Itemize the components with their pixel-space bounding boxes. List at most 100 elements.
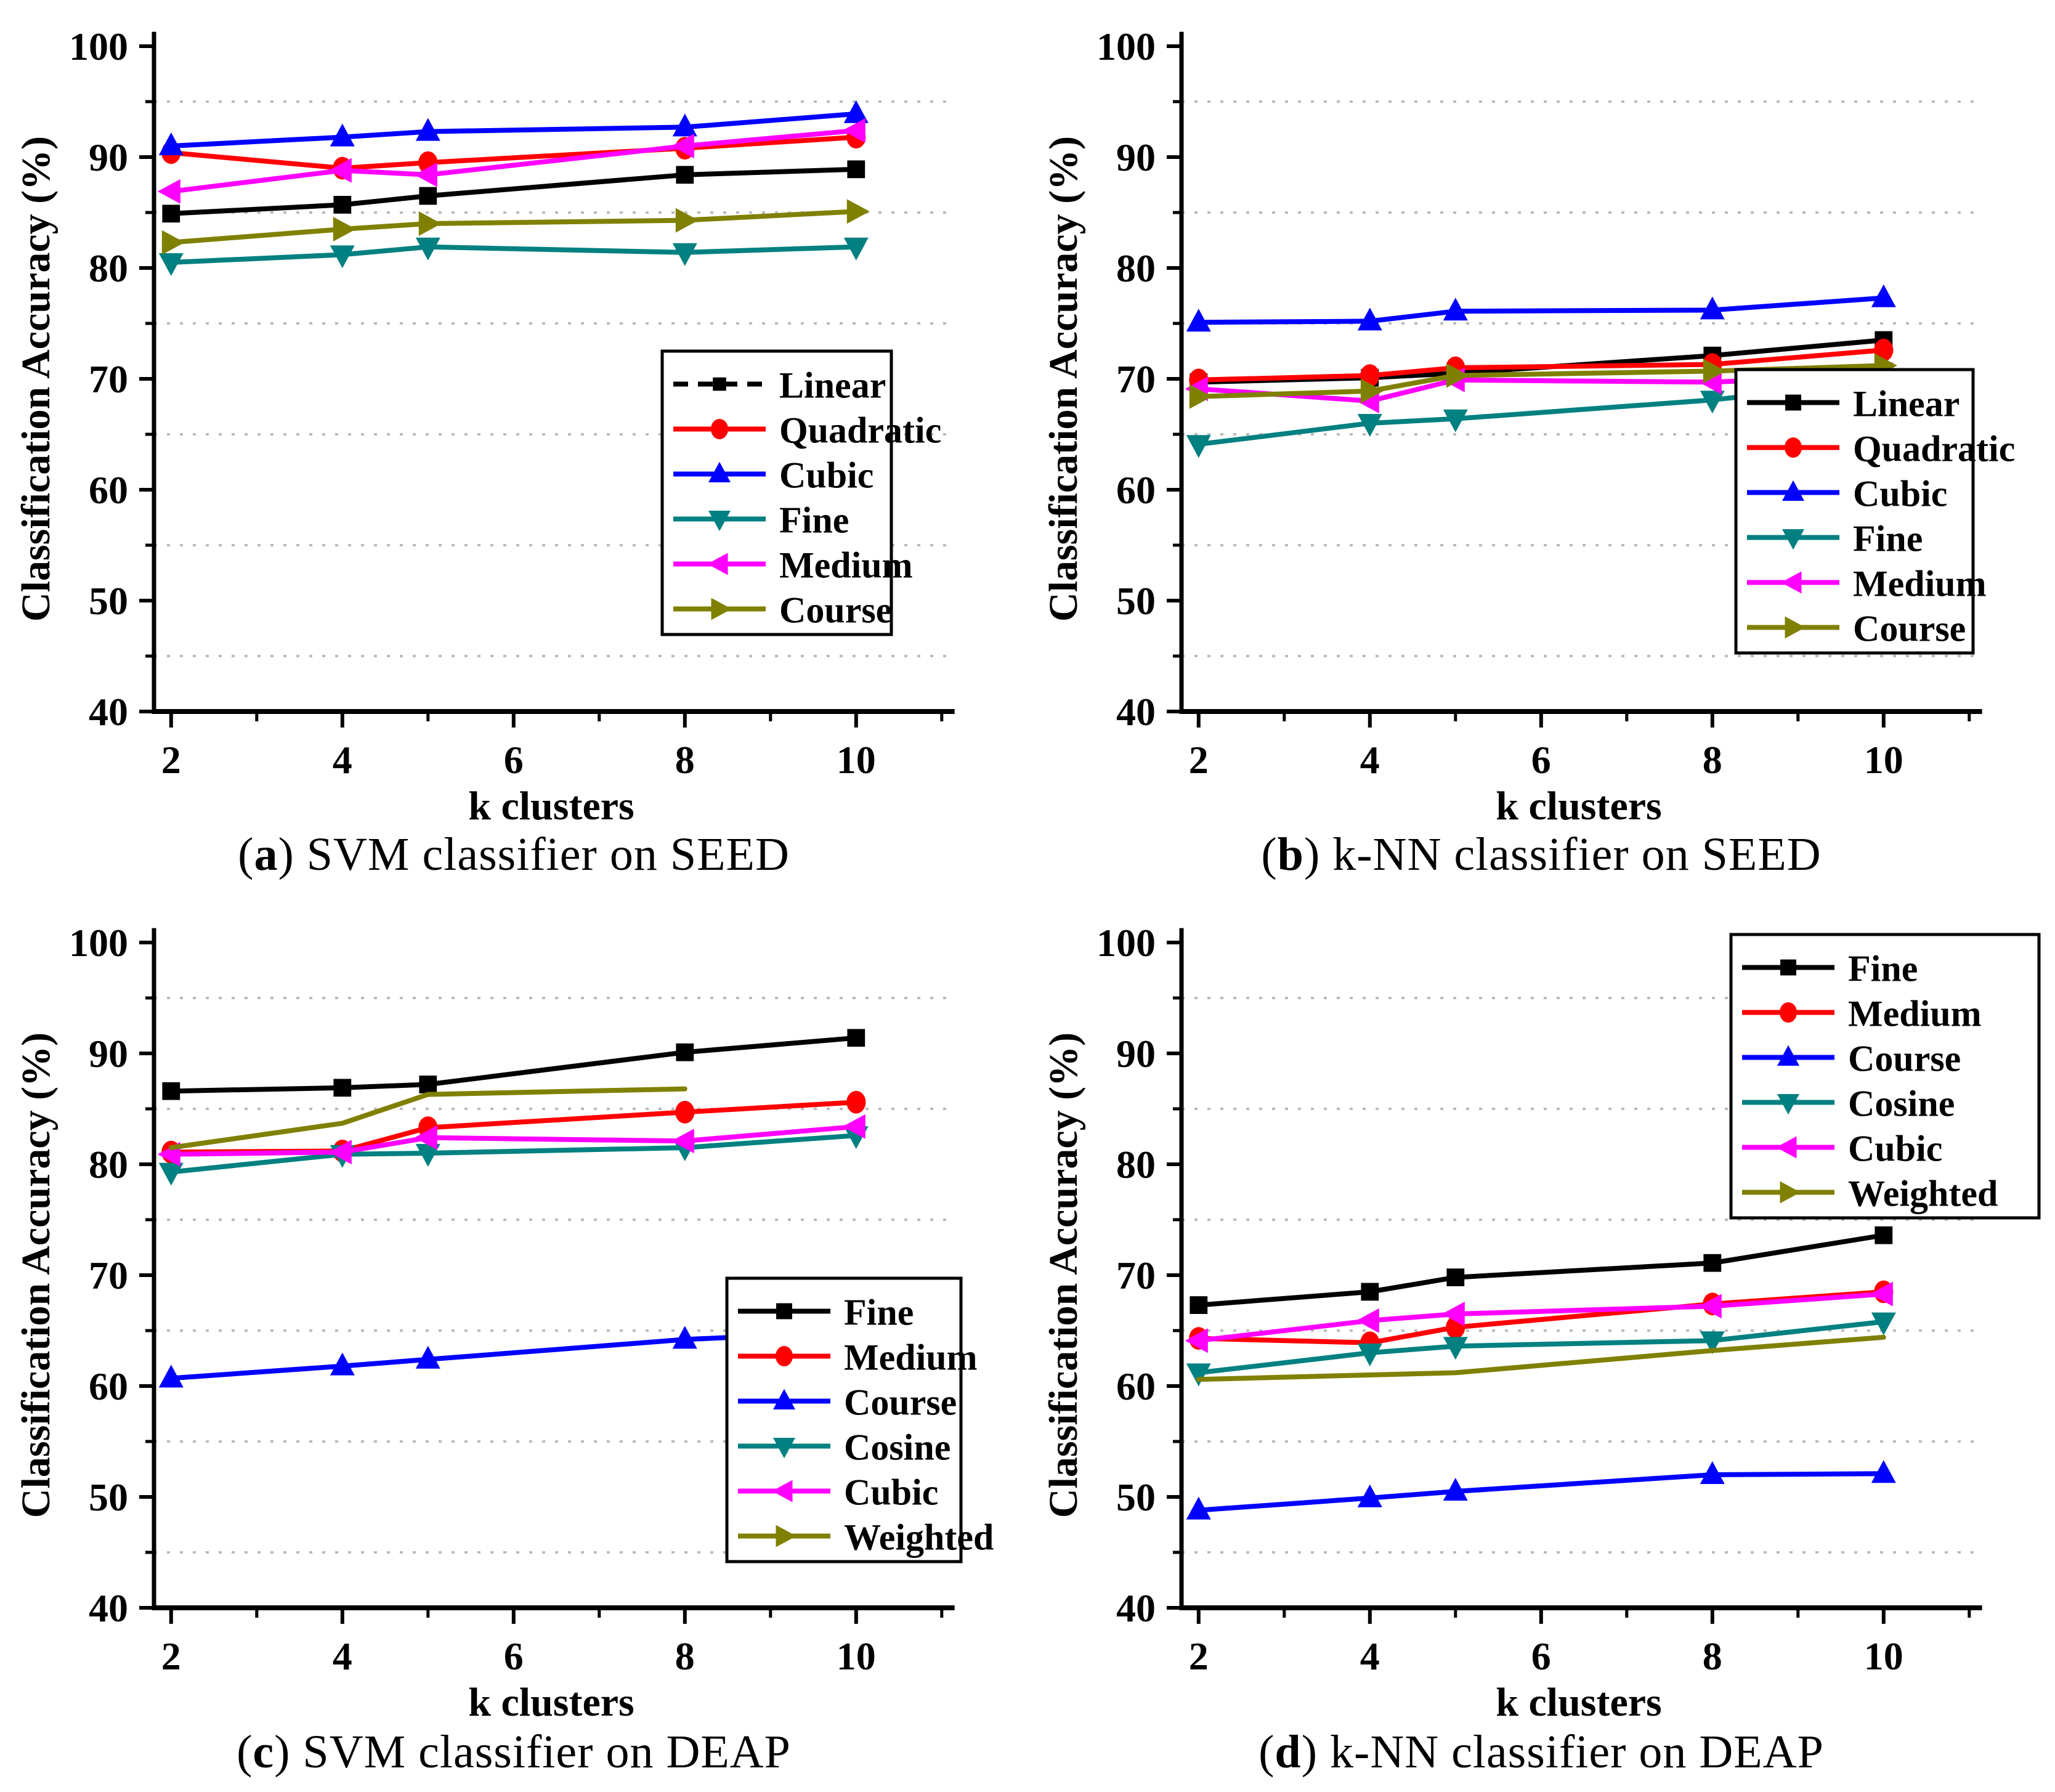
- x-tick-label-2: 2: [161, 738, 181, 782]
- marker-triangle-down: [1443, 409, 1468, 432]
- marker-triangle-right: [418, 211, 442, 236]
- marker-triangle-left: [707, 553, 728, 575]
- caption-a-text: (a) SVM classifier on SEED: [238, 829, 790, 880]
- legend-label: Weighted: [1848, 1174, 1998, 1214]
- caption-c-text: (c) SVM classifier on DEAP: [237, 1726, 791, 1778]
- x-axis-label: k clusters: [468, 1680, 634, 1722]
- marker-triangle-down: [1186, 435, 1211, 458]
- marker-triangle-left: [414, 162, 437, 187]
- y-tick-label-100: 100: [1096, 25, 1156, 68]
- series-line-course: [1196, 1471, 1886, 1513]
- legend-item-fine: Fine: [673, 500, 849, 541]
- legend-item-cubic: Cubic: [1742, 1129, 1942, 1169]
- y-tick-label-90: 90: [89, 136, 128, 179]
- series-weighted: [1196, 1334, 1886, 1382]
- legend-item-weighted: Weighted: [738, 1517, 994, 1558]
- marker-triangle-right: [675, 208, 699, 233]
- legend: Linear Quadratic Cubic Fine Medium Course: [1734, 368, 2015, 655]
- legend-item-course: Course: [1747, 609, 1966, 649]
- legend-label: Cosine: [1848, 1084, 1955, 1124]
- marker-triangle-down: [1357, 414, 1382, 437]
- marker-triangle-up: [415, 118, 440, 141]
- legend-label: Weighted: [844, 1517, 994, 1558]
- marker-triangle-up: [1357, 307, 1382, 331]
- marker-triangle-down: [1700, 1331, 1725, 1355]
- legend-label: Course: [844, 1382, 957, 1423]
- legend-label: Medium: [779, 545, 913, 586]
- legend-label: Course: [779, 590, 892, 631]
- x-tick-label-2: 2: [161, 1634, 181, 1678]
- y-tick-label-80: 80: [89, 1143, 128, 1186]
- x-axis-label: k clusters: [1496, 1680, 1661, 1722]
- legend-item-quadratic: Quadratic: [1747, 429, 2015, 469]
- legend-label: Quadratic: [779, 410, 941, 451]
- legend-label: Medium: [844, 1337, 978, 1378]
- marker-triangle-up: [672, 1326, 697, 1349]
- y-tick-label-50: 50: [89, 579, 128, 623]
- y-tick-label-60: 60: [89, 468, 128, 512]
- x-tick-label-4: 4: [1360, 738, 1380, 782]
- legend-box: [660, 349, 893, 636]
- marker-triangle-right: [711, 598, 732, 620]
- series-medium: [157, 118, 865, 204]
- marker-triangle-down: [415, 237, 440, 261]
- legend-label: Fine: [1848, 949, 1918, 989]
- y-tick-label-60: 60: [1116, 468, 1156, 512]
- x-tick-label-10: 10: [1864, 1634, 1903, 1678]
- x-tick-label-4: 4: [1360, 1634, 1380, 1678]
- y-tick-label-80: 80: [1116, 1143, 1156, 1186]
- series-course: [1186, 1460, 1896, 1520]
- legend-label: Fine: [1853, 519, 1923, 559]
- y-tick-label-50: 50: [1116, 579, 1156, 623]
- marker-circle: [846, 1090, 866, 1114]
- marker-triangle-down: [1871, 1312, 1896, 1336]
- x-tick-label-2: 2: [1189, 1634, 1209, 1678]
- y-tick-label-90: 90: [1116, 136, 1156, 179]
- series-line-linear: [168, 166, 859, 216]
- y-tick-label-90: 90: [1116, 1032, 1156, 1076]
- marker-square: [676, 1043, 694, 1061]
- legend-label: Linear: [779, 365, 886, 406]
- legend-item-quadratic: Quadratic: [673, 410, 941, 451]
- legend-box: [725, 1276, 963, 1563]
- chart-c: 2 4 6 8 10 40 50 60 70 80 90 100 k clusters Classific…: [14, 921, 994, 1725]
- marker-triangle-down: [1357, 1344, 1382, 1366]
- legend-item-linear: Linear: [1747, 384, 1960, 424]
- marker-triangle-down: [672, 243, 697, 266]
- y-axis-label: Classification Accuracy (%): [1041, 136, 1086, 622]
- marker-triangle-up: [1782, 480, 1804, 501]
- legend-item-linear: Linear: [673, 365, 886, 406]
- x-tick-label-8: 8: [1703, 1634, 1722, 1678]
- marker-triangle-down: [1700, 391, 1725, 414]
- marker-triangle-left: [1870, 1281, 1893, 1307]
- marker-square: [1875, 1226, 1893, 1244]
- marker-triangle-left: [671, 134, 694, 158]
- marker-triangle-right: [1446, 363, 1469, 388]
- marker-square: [713, 377, 726, 391]
- marker-triangle-left: [157, 179, 180, 204]
- y-tick-label-50: 50: [1116, 1475, 1156, 1519]
- marker-triangle-up: [1186, 309, 1211, 332]
- marker-triangle-left: [328, 1140, 352, 1165]
- marker-triangle-down: [1782, 529, 1804, 550]
- marker-triangle-right: [1780, 1181, 1801, 1204]
- marker-triangle-right: [1360, 378, 1384, 403]
- y-tick-label-40: 40: [89, 690, 128, 734]
- legend-item-weighted: Weighted: [1742, 1174, 1998, 1214]
- legend-item-course: Course: [738, 1382, 957, 1423]
- y-tick-label-70: 70: [89, 1254, 128, 1297]
- series-fine: [162, 1029, 865, 1100]
- legend-label: Fine: [844, 1292, 914, 1333]
- marker-square: [1785, 394, 1801, 411]
- x-tick-label-2: 2: [1189, 738, 1209, 782]
- legend-box: [1734, 368, 1975, 655]
- axes: 2 4 6 8 10 40 50 60 70 80 90 100: [69, 921, 955, 1678]
- marker-triangle-right: [776, 1525, 796, 1547]
- legend-item-fine: Fine: [1742, 949, 1918, 989]
- y-axis-label: Classification Accuracy (%): [14, 1032, 59, 1518]
- marker-square: [162, 1082, 180, 1100]
- legend-item-fine: Fine: [738, 1292, 914, 1333]
- marker-square: [847, 160, 865, 179]
